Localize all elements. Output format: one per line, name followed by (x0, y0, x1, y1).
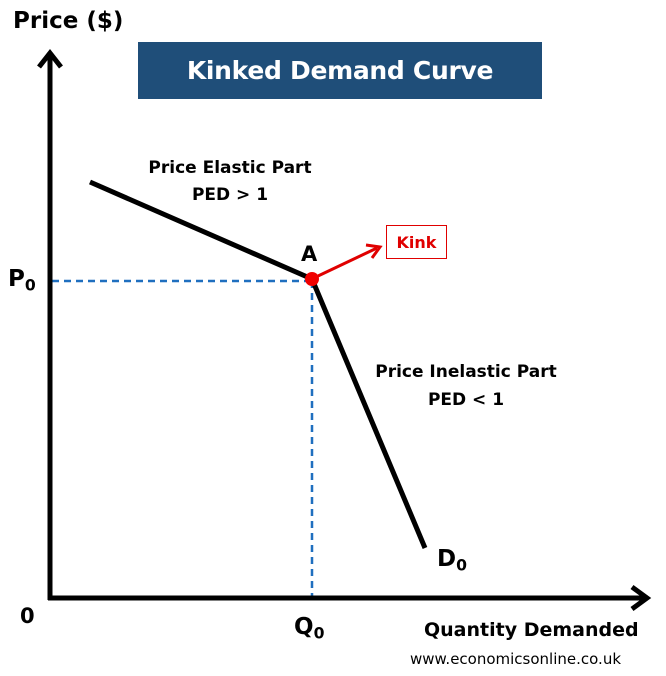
y-axis-label: Price ($) (13, 8, 124, 34)
y-axis-arrow-icon (37, 48, 63, 69)
x-axis-label: Quantity Demanded (424, 619, 639, 641)
elastic-annotation-title: Price Elastic Part (148, 158, 312, 178)
kink-label: Kink (396, 232, 437, 252)
x-axis-arrow-icon (630, 584, 652, 612)
inelastic-annotation: Price Inelastic Part PED < 1 (366, 358, 566, 414)
d0-label-main: D (437, 546, 457, 572)
q0-label-sub: 0 (313, 623, 325, 643)
origin-label: 0 (20, 604, 35, 628)
inelastic-annotation-ped: PED < 1 (427, 390, 505, 410)
d0-label: D0 (437, 546, 467, 574)
elastic-annotation-ped: PED > 1 (191, 185, 269, 205)
inelastic-annotation-title: Price Inelastic Part (375, 362, 557, 382)
p0-label: P0 (8, 266, 36, 294)
d0-label-sub: 0 (456, 555, 467, 575)
p0-label-sub: 0 (24, 275, 36, 295)
kink-arrow-head-icon (365, 243, 383, 259)
kink-arrow (317, 246, 378, 278)
p0-label-main: P (8, 266, 25, 292)
q0-label-main: Q (294, 614, 314, 640)
q0-label: Q0 (294, 614, 324, 642)
elastic-annotation: Price Elastic Part PED > 1 (140, 155, 320, 209)
kink-point (305, 272, 319, 286)
chart-title: Kinked Demand Curve (138, 42, 542, 99)
point-a-label: A (301, 242, 318, 266)
source-url: www.economicsonline.co.uk (410, 650, 622, 668)
kink-label-box: Kink (386, 225, 447, 259)
